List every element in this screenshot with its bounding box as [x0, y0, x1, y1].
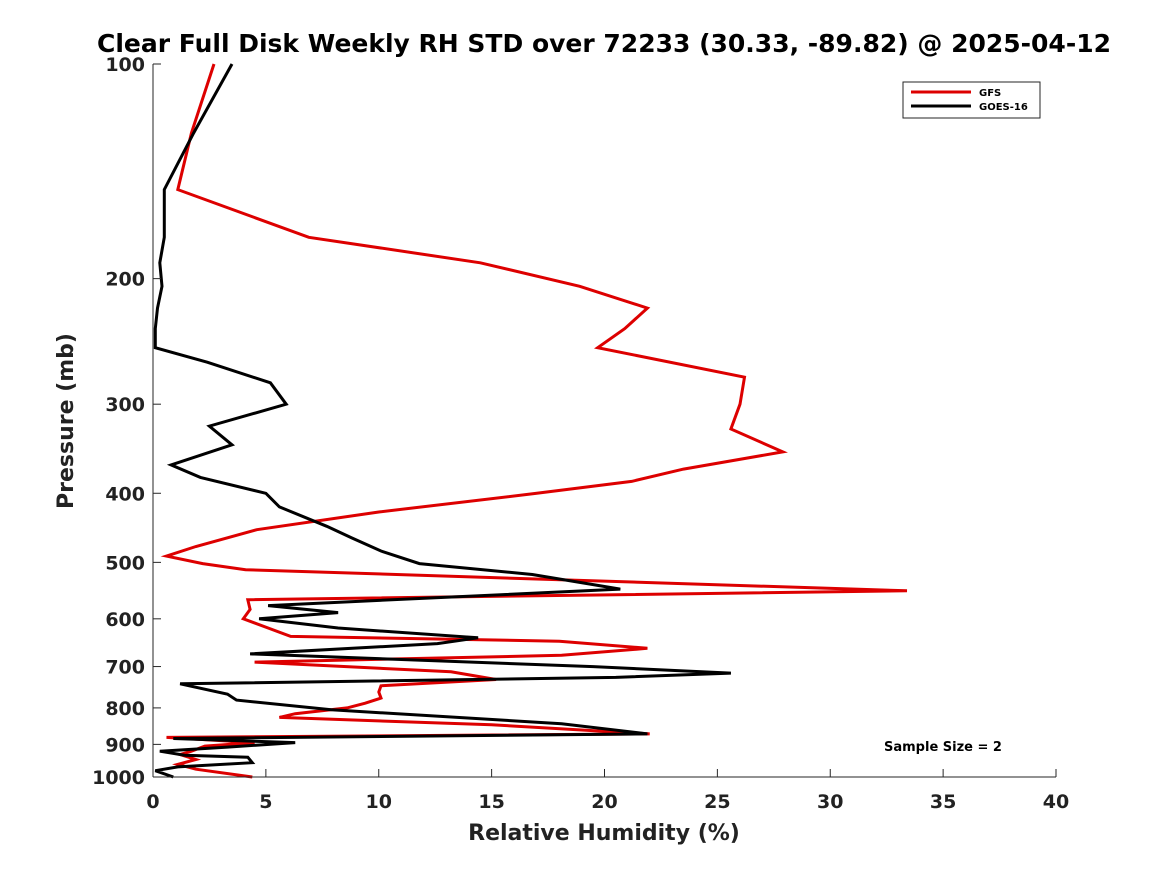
y-tick-label: 100	[105, 54, 145, 76]
y-tick-label: 600	[105, 609, 145, 631]
y-ticks: 100 200 300 400 500 600 700 800 900 1000	[92, 54, 161, 789]
legend-entries: GFS GOES-16	[911, 88, 1028, 113]
x-tick-label: 10	[366, 791, 392, 813]
plot-background	[153, 64, 1056, 777]
y-tick-label: 400	[105, 483, 145, 505]
y-axis-label: Pressure (mb)	[54, 333, 79, 509]
legend: GFS GOES-16	[902, 81, 1041, 119]
sample-size-annotation: Sample Size = 2	[884, 740, 1002, 755]
x-ticks: 0 5 10 15 20 25 30 35 40	[146, 769, 1069, 813]
x-tick-label: 15	[478, 791, 504, 813]
x-tick-label: 30	[817, 791, 843, 813]
y-tick-label: 700	[105, 657, 145, 679]
legend-label: GFS	[979, 88, 1001, 99]
y-tick-label: 300	[105, 394, 145, 416]
plot-area: 0 5 10 15 20 25 30 35 40 100 200 300 400 500 600 700 80…	[92, 54, 1069, 813]
y-tick-label: 200	[105, 269, 145, 291]
y-tick-label: 1000	[92, 767, 145, 789]
y-tick-label: 900	[105, 734, 145, 756]
x-axis-label: Relative Humidity (%)	[468, 821, 740, 846]
x-tick-label: 40	[1043, 791, 1069, 813]
y-tick-label: 800	[105, 698, 145, 720]
series-layer	[153, 63, 908, 779]
legend-label: GOES-16	[979, 102, 1028, 113]
x-tick-label: 5	[259, 791, 272, 813]
x-tick-label: 35	[930, 791, 956, 813]
y-tick-label: 500	[105, 552, 145, 574]
chart-title: Clear Full Disk Weekly RH STD over 72233…	[97, 29, 1111, 58]
x-tick-label: 20	[591, 791, 617, 813]
x-tick-label: 0	[146, 791, 159, 813]
legend-box	[902, 81, 1041, 119]
series-line-goes-16	[153, 63, 731, 779]
x-tick-label: 25	[704, 791, 730, 813]
